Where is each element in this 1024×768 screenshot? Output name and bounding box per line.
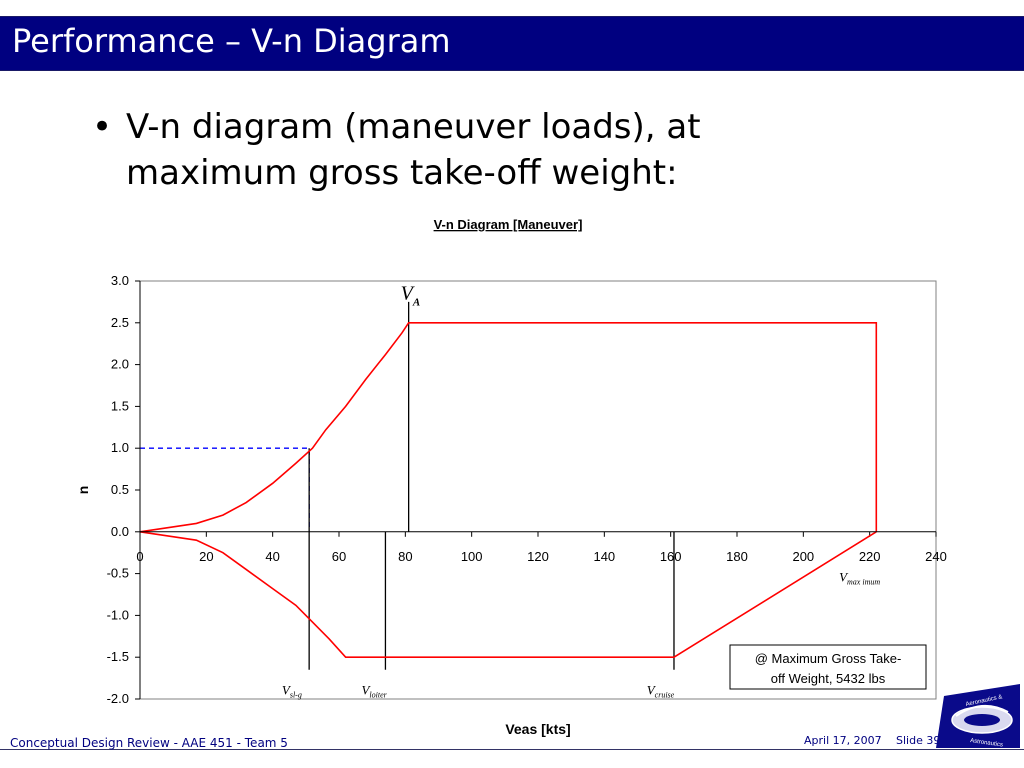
x-tick-label: 140 [593,549,615,564]
speed-annotation: Vcruise [647,682,675,699]
speed-annotation-sub: max imum [847,578,880,587]
bullet-point: • V-n diagram (maneuver loads), at maxim… [92,104,812,196]
x-tick-label: 120 [527,549,549,564]
plot-area-border [139,280,937,700]
x-axis-label: Veas [kts] [505,721,570,737]
y-axis-label: n [75,486,91,495]
speed-annotation-main: V [839,570,849,585]
footer-divider [0,749,1024,750]
y-tick-label: 2.5 [111,315,129,330]
speed-annotation-main: V [401,282,416,304]
footer-date: April 17, 2007 [804,734,882,747]
speed-annotation-sub: sl-g [290,690,302,699]
speed-annotation: Vloiter [361,682,387,699]
y-tick-label: 2.0 [111,357,129,372]
slide-title: Performance – V-n Diagram [12,22,451,60]
weight-note-box: @ Maximum Gross Take- off Weight, 5432 l… [729,644,927,690]
footer-course: Conceptual Design Review - AAE 451 - Tea… [10,736,288,750]
x-tick-label: 180 [726,549,748,564]
speed-annotation-main: V [647,682,657,697]
y-axis-ticks: -2.0 -1.5 -1.0 -0.5 0.0 0.5 1.0 1.5 2.0 2.5 3.0 [107,273,140,706]
speed-markers [308,301,675,670]
x-tick-label: 220 [859,549,881,564]
chart-title: V-n Diagram [Maneuver] [434,217,583,232]
weight-note-line-2: off Weight, 5432 lbs [771,671,886,686]
speed-annotation-sub: cruise [655,690,675,699]
bullet-text: V-n diagram (maneuver loads), at maximum… [126,107,701,193]
y-tick-label: 1.0 [111,440,129,455]
title-bar: Performance – V-n Diagram [0,16,1024,71]
y-tick-label: 3.0 [111,273,129,288]
x-tick-label: 80 [398,549,412,564]
vn-chart: V-n Diagram [Maneuver] -2.0 -1.5 -1.0 -0.5 0… [75,217,947,737]
footer-slide-number: Slide 39 [896,734,941,747]
logo-text-bottom: Astronautics [970,738,1004,748]
envelope-line [139,531,877,659]
x-tick-label: 200 [792,549,814,564]
y-tick-label: -0.5 [107,566,129,581]
y-tick-label: -1.0 [107,607,129,622]
speed-annotation: VA [401,282,421,308]
y-tick-label: 0.0 [111,524,129,539]
x-tick-label: 100 [461,549,483,564]
speed-annotation: Vsl-g [282,682,302,699]
envelope-line [139,321,878,533]
x-tick-label: 20 [199,549,213,564]
aeronautics-astronautics-logo: Aeronautics & Astronautics [936,684,1020,748]
y-tick-label: 0.5 [111,482,129,497]
x-tick-label: 40 [265,549,279,564]
weight-note-line-1: @ Maximum Gross Take- [755,651,902,666]
x-tick-label: 160 [660,549,682,564]
x-tick-label: 60 [332,549,346,564]
speed-annotation-main: V [361,682,371,697]
speed-annotation-main: V [282,682,292,697]
y-tick-label: -2.0 [107,691,129,706]
y-tick-label: -1.5 [107,649,129,664]
stall-guide-line [140,447,310,532]
x-tick-label: 240 [925,549,947,564]
envelope-series [139,321,878,659]
y-tick-label: 1.5 [111,398,129,413]
guide-lines [140,447,310,532]
bullet-dot-icon: • [92,107,113,147]
speed-annotation: Vmax imum [839,570,880,587]
speed-annotation-sub: loiter [369,690,387,699]
speed-annotation-sub: A [412,296,420,308]
